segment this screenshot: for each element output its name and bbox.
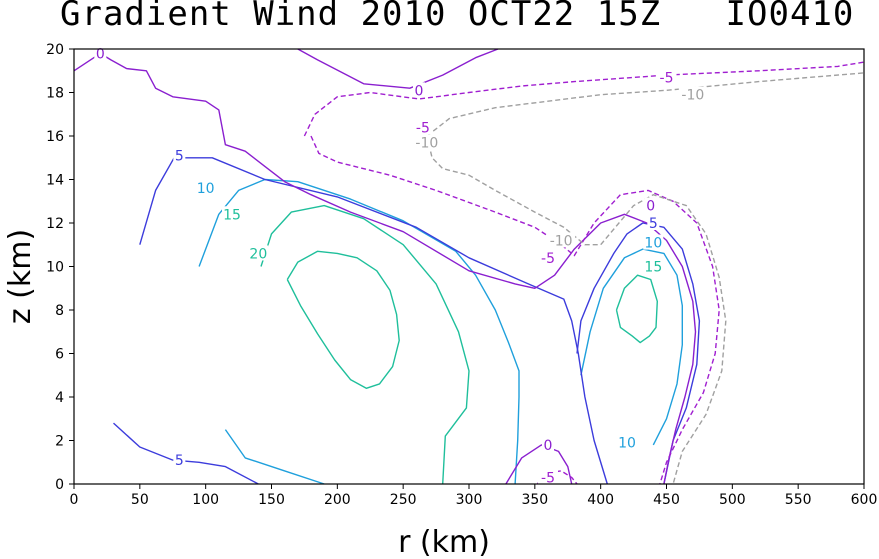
contour-line-0-10 <box>297 48 499 89</box>
contour-label-12: 10 <box>644 236 662 252</box>
x-tick-label-5: 250 <box>390 492 417 508</box>
x-tick-label-0: 0 <box>70 492 79 508</box>
contour-label-bg-14 <box>547 232 576 248</box>
contour-label-7: 10 <box>197 181 215 197</box>
contour-label-4: -5 <box>416 120 430 136</box>
x-tick-label-2: 100 <box>192 492 219 508</box>
x-tick-label-3: 150 <box>258 492 285 508</box>
contour-line--10-15 <box>426 72 865 137</box>
contour-line--5-12 <box>303 61 865 137</box>
contour-label-bg-18 <box>538 469 558 485</box>
contour-label-6: 5 <box>175 149 184 165</box>
contour-label-10: 0 <box>646 199 655 215</box>
contour-label-bg-11 <box>647 215 660 230</box>
x-tick-label-9: 450 <box>653 492 680 508</box>
contour-line-15-1 <box>260 204 470 485</box>
contour-label-bg-2 <box>656 69 677 85</box>
contour-line-10-4 <box>224 429 325 485</box>
contour-label-14: -10 <box>550 233 573 249</box>
x-tick-label-12: 600 <box>851 492 878 508</box>
y-axis-label: z (km) <box>3 229 38 324</box>
x-tick-label-7: 350 <box>521 492 548 508</box>
contour-label-bg-15 <box>538 249 558 265</box>
contour-line-5-7 <box>113 422 259 485</box>
y-tick-label-9: 18 <box>46 86 64 102</box>
contour-line-15-2 <box>615 274 658 344</box>
contour-label-11: 5 <box>649 216 658 232</box>
y-tick-label-1: 2 <box>55 434 64 450</box>
contour-line--10-16 <box>426 135 727 485</box>
contour-line-10-3 <box>198 178 520 485</box>
y-tick-label-6: 12 <box>46 216 64 232</box>
y-tick-label-8: 16 <box>46 129 64 145</box>
y-tick-label-4: 8 <box>55 303 64 319</box>
contour-label-bg-10 <box>644 197 657 213</box>
contour-label-18: -5 <box>541 470 555 486</box>
contour-line-5-8 <box>576 222 701 485</box>
y-tick-label-7: 14 <box>46 173 64 189</box>
contour-label-bg-9 <box>248 245 269 261</box>
contour-label-bg-4 <box>412 119 433 135</box>
contour-label-19: 5 <box>175 453 184 469</box>
contour-label-8: 15 <box>223 207 241 223</box>
contour-label-bg-6 <box>173 147 186 163</box>
contour-label-bg-12 <box>643 234 664 250</box>
x-tick-label-4: 200 <box>324 492 351 508</box>
contour-label-3: -10 <box>681 88 704 104</box>
contour-line--5-13 <box>310 135 720 485</box>
contour-label-bg-8 <box>222 206 242 222</box>
contour-label-bg-3 <box>678 86 707 102</box>
y-tick-label-3: 6 <box>55 347 64 363</box>
y-tick-label-2: 4 <box>55 390 64 406</box>
contour-label-2: -5 <box>660 70 674 86</box>
contour-label-bg-7 <box>195 180 216 196</box>
contour-label-bg-16 <box>617 434 637 450</box>
contour-label-5: -10 <box>415 136 438 152</box>
contour-label-bg-5 <box>412 134 441 150</box>
contour-label-17: 0 <box>544 438 553 454</box>
contour-line-5-6 <box>139 157 608 485</box>
x-axis-label: r (km) <box>398 525 490 559</box>
contour-label-16: 10 <box>618 436 636 452</box>
contour-label-bg-13 <box>643 258 664 274</box>
x-tick-label-6: 300 <box>456 492 483 508</box>
contour-line-20-0 <box>286 250 400 389</box>
contour-line-10-5 <box>580 248 683 446</box>
contour-label-0: 0 <box>96 46 105 62</box>
contour-label-bg-17 <box>542 436 554 452</box>
contour-label-1: 0 <box>415 83 424 99</box>
y-tick-label-0: 0 <box>55 477 64 493</box>
x-tick-label-1: 50 <box>131 492 149 508</box>
contour-label-13: 15 <box>644 260 662 276</box>
contour-label-9: 20 <box>249 246 267 262</box>
chart-title: Gradient Wind 2010 OCT22 15Z IO0410 <box>60 0 855 34</box>
y-tick-label-10: 20 <box>46 42 64 58</box>
x-tick-label-11: 550 <box>785 492 812 508</box>
y-tick-label-5: 10 <box>46 260 64 276</box>
contour-line-0-9 <box>73 52 697 485</box>
contour-label-bg-1 <box>412 82 425 98</box>
x-tick-label-8: 400 <box>587 492 614 508</box>
x-tick-label-10: 500 <box>719 492 746 508</box>
contour-label-bg-19 <box>173 452 186 468</box>
contour-label-15: -5 <box>541 251 555 267</box>
